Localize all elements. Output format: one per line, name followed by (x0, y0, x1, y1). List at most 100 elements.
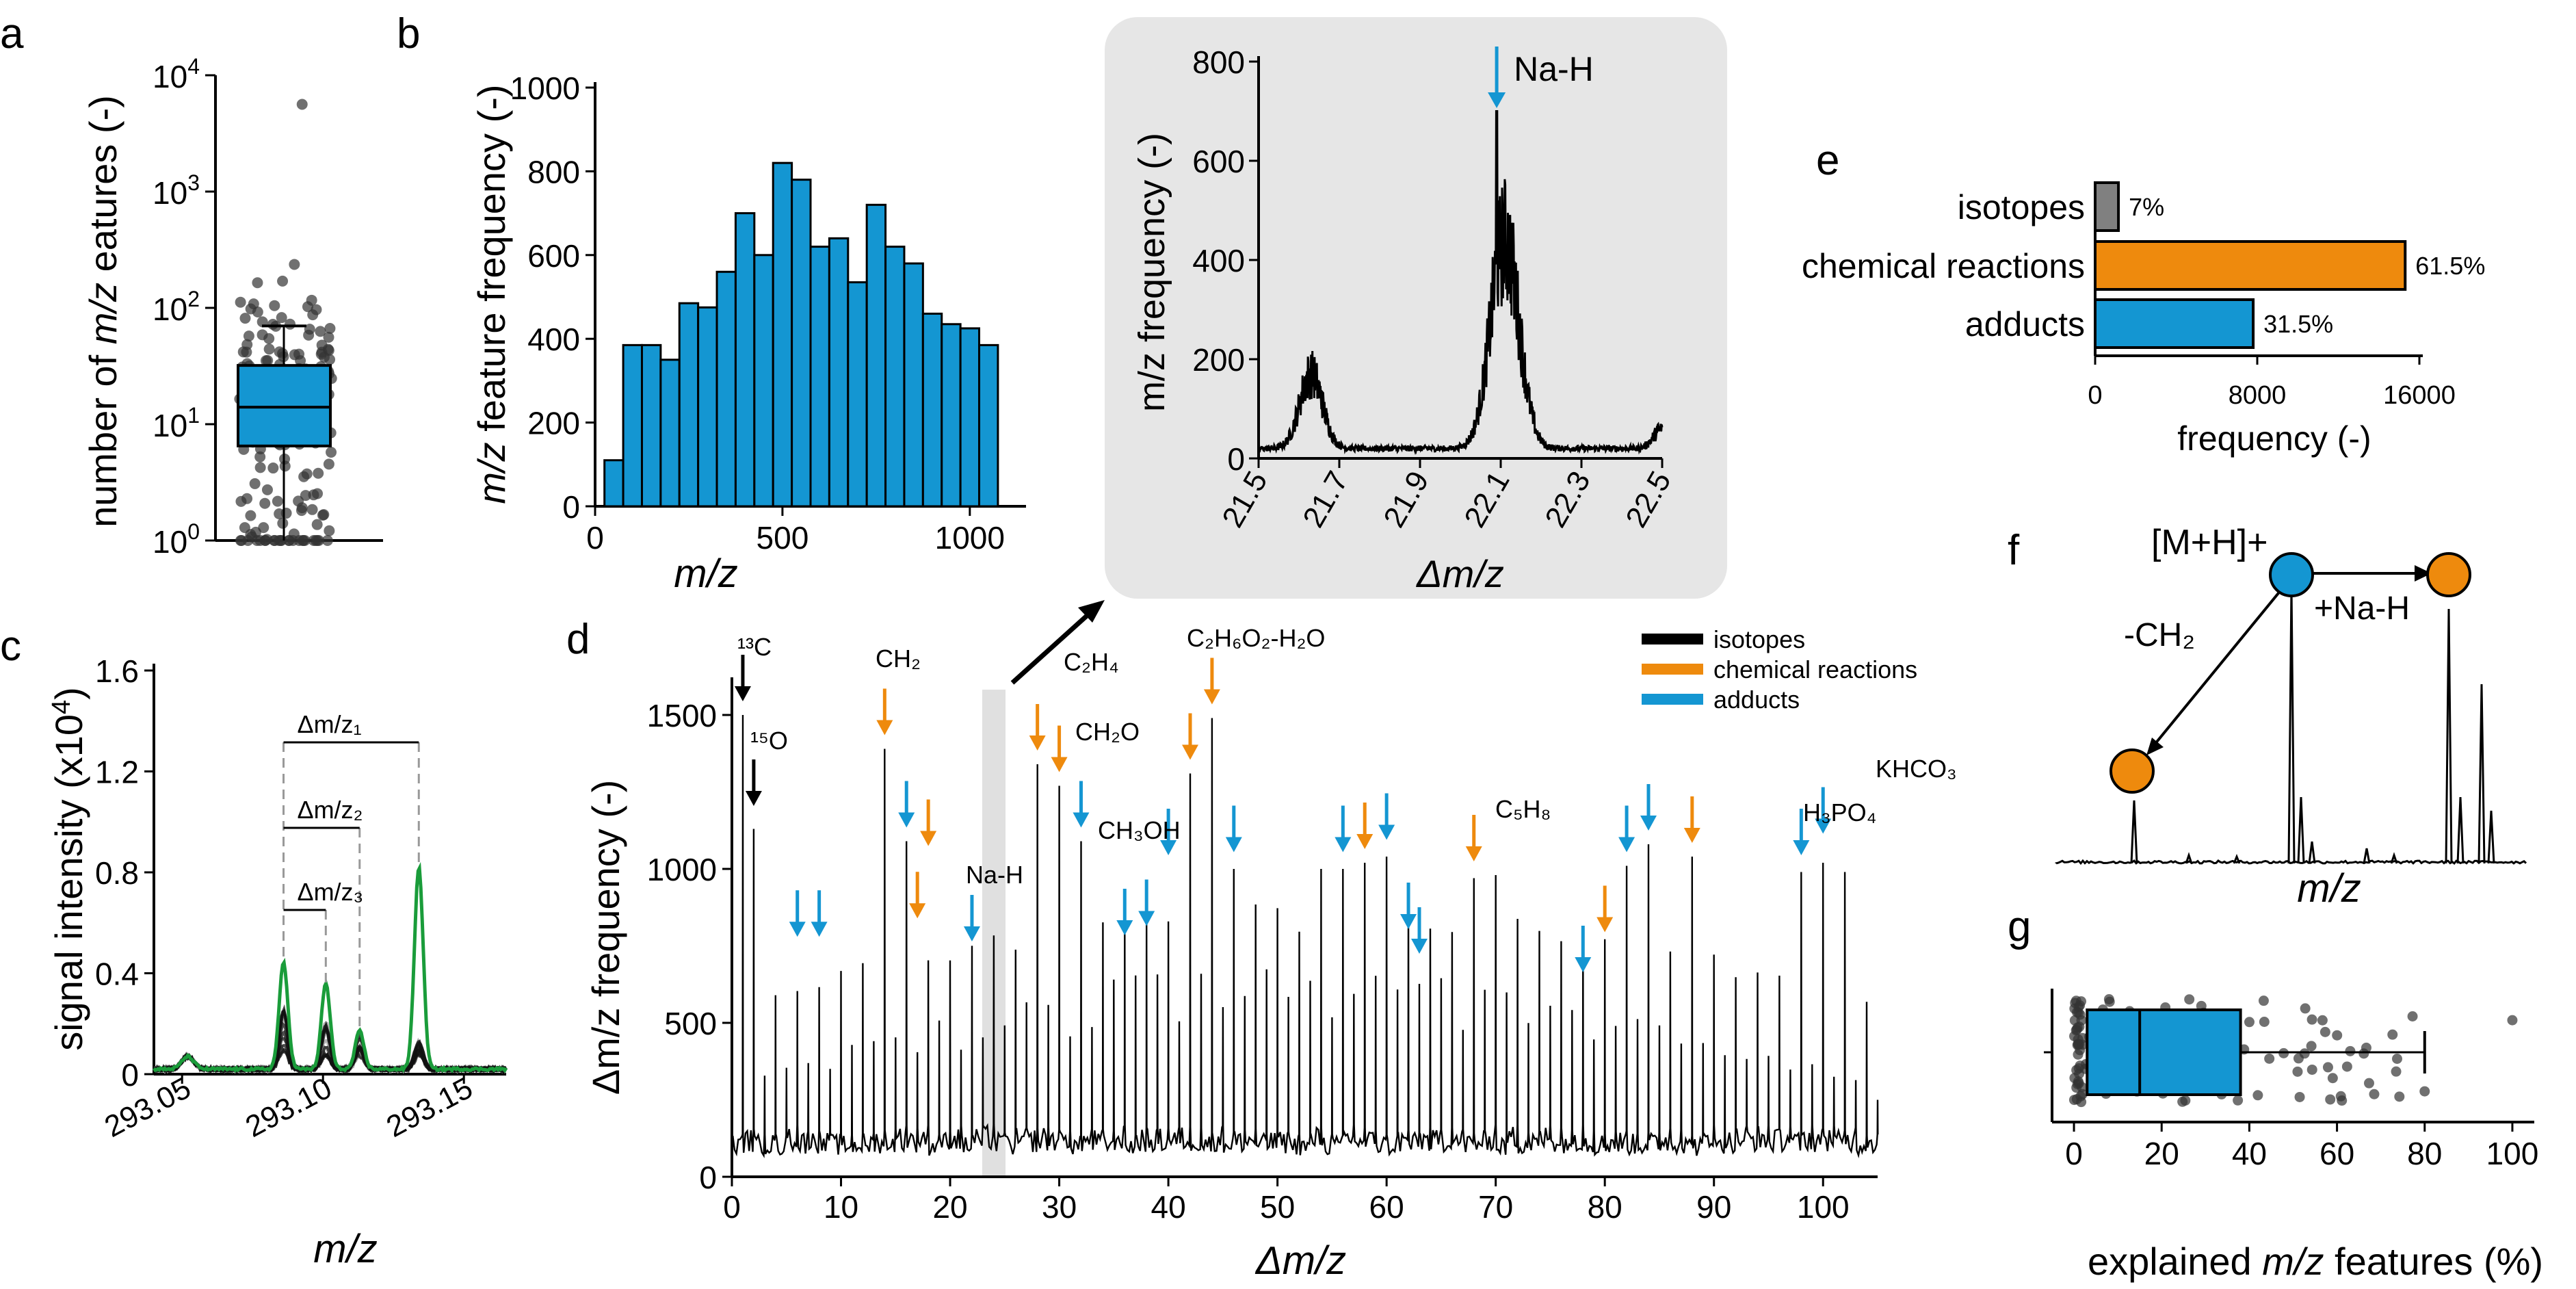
d-annotation-arrowhead (735, 686, 751, 701)
b-xtick-label: 1000 (935, 520, 1005, 556)
g-data-point (2244, 1017, 2255, 1027)
a-data-point (296, 505, 307, 516)
g-xtick-label: 60 (2319, 1136, 2354, 1171)
d-annotation-arrowhead (1073, 813, 1089, 828)
a-data-point (235, 535, 246, 546)
c-ytick-label: 0 (121, 1057, 139, 1093)
d-annotation-arrowhead (876, 720, 893, 735)
e-bar (2095, 183, 2118, 231)
b-ytick-label: 400 (527, 322, 580, 357)
a-ytick-label: 102 (153, 287, 200, 327)
d-chemistry-label: CH₂O (1075, 718, 1140, 746)
f-peak (2479, 684, 2484, 863)
b-bar (848, 283, 867, 506)
inset-ytick-label: 600 (1192, 144, 1245, 179)
a-data-point (277, 348, 288, 359)
d-legend-label: isotopes (1713, 625, 1805, 653)
d-annotation-arrowhead (964, 926, 980, 941)
a-data-point (315, 326, 326, 337)
g-data-point (2408, 1011, 2418, 1021)
g-data-point (2069, 1073, 2079, 1083)
panel-letter-f: f (2008, 527, 2020, 574)
panel-letter-b: b (397, 10, 420, 57)
f-peak (2309, 842, 2315, 863)
g-data-point (2307, 1065, 2317, 1075)
f-peak (2289, 587, 2294, 863)
a-data-point (297, 99, 308, 110)
d-annotation-arrowhead (920, 831, 936, 846)
d-xtick-label: 60 (1369, 1189, 1404, 1225)
inset-annotation: Na-H (1514, 50, 1594, 88)
g-data-point (2337, 1095, 2347, 1106)
a-box-iqr (238, 365, 330, 446)
a-data-point (272, 496, 283, 507)
c-ylabel: signal intensity (x104) (47, 687, 90, 1051)
a-data-point (241, 339, 252, 350)
d-chemistry-label: C₂H₄ (1064, 648, 1119, 676)
a-data-point (276, 535, 287, 546)
a-data-point (248, 298, 259, 309)
a-data-point (250, 478, 261, 489)
d-annotation-arrowhead (1793, 840, 1809, 855)
a-data-point (264, 343, 275, 354)
a-data-point (235, 496, 246, 507)
panel-a: number of m/z eatures (-) 10010110210310… (81, 54, 383, 560)
c-xtick-label: 293.10 (240, 1071, 337, 1144)
f-xlabel: m/z (2297, 866, 2361, 911)
f-peak (2458, 797, 2463, 863)
d-annotation-arrowhead (1051, 757, 1068, 772)
a-data-point (254, 452, 265, 463)
a-data-point (317, 510, 328, 521)
g-data-point (2328, 1073, 2338, 1083)
inset-ytick-label: 200 (1192, 342, 1245, 378)
d-chemistry-label: C₅H₈ (1495, 795, 1551, 823)
b-ytick-label: 200 (527, 406, 580, 441)
b-ylabel: m/z feature frequency (-) (470, 84, 513, 504)
d-annotation-arrowhead (909, 903, 925, 918)
b-ytick-label: 0 (562, 489, 580, 525)
c-delta-label: Δm/z₁ (298, 710, 362, 738)
g-data-point (2419, 1086, 2430, 1097)
inset-ylabel: m/z frequency (-) (1131, 133, 1172, 412)
d-ytick-label: 0 (699, 1160, 717, 1195)
a-data-point (250, 527, 261, 538)
d-xtick-label: 30 (1042, 1189, 1077, 1225)
a-ytick-label: 104 (153, 54, 200, 94)
g-data-point (2307, 1015, 2317, 1025)
a-data-point (285, 319, 295, 330)
d-chemistry-label: KHCO₃ (1876, 755, 1957, 783)
a-data-point (324, 525, 334, 536)
b-bar (886, 247, 904, 506)
a-data-point (313, 468, 324, 479)
f-node-nah (2428, 554, 2470, 596)
g-xtick-label: 20 (2144, 1136, 2179, 1171)
d-annotation-arrowhead (1618, 837, 1635, 852)
f-node-ch2 (2111, 750, 2153, 792)
g-data-point (2252, 1090, 2263, 1100)
g-data-point (2394, 1091, 2404, 1102)
a-data-point (324, 458, 334, 469)
panel-letter-c: c (0, 623, 21, 670)
b-ytick-label: 800 (527, 154, 580, 190)
b-bar (698, 307, 717, 506)
f-edge-label-ch2: -CH₂ (2124, 617, 2195, 653)
b-bar (773, 163, 791, 506)
e-xtick-label: 16000 (2383, 381, 2456, 410)
f-edge-ch2 (2155, 590, 2281, 744)
g-data-point (2342, 1061, 2352, 1071)
d-annotation-arrowhead (1029, 735, 1046, 751)
d-xtick-label: 10 (824, 1189, 858, 1225)
b-bar (904, 263, 923, 506)
d-xtick-label: 20 (932, 1189, 967, 1225)
d-xlabel: Δm/z (1254, 1238, 1346, 1283)
g-data-point (2317, 1015, 2328, 1026)
a-data-point (293, 349, 304, 360)
panel-letter-a: a (0, 10, 24, 57)
c-ytick-label: 0.4 (95, 956, 139, 992)
d-xtick-label: 90 (1696, 1189, 1731, 1225)
c-sample-line (154, 1029, 506, 1071)
panel-c: signal intensity (x104) 00.40.81.21.6293… (47, 653, 506, 1271)
inset-ytick-label: 800 (1192, 44, 1245, 80)
b-bar (679, 303, 698, 506)
b-bar (811, 247, 829, 506)
